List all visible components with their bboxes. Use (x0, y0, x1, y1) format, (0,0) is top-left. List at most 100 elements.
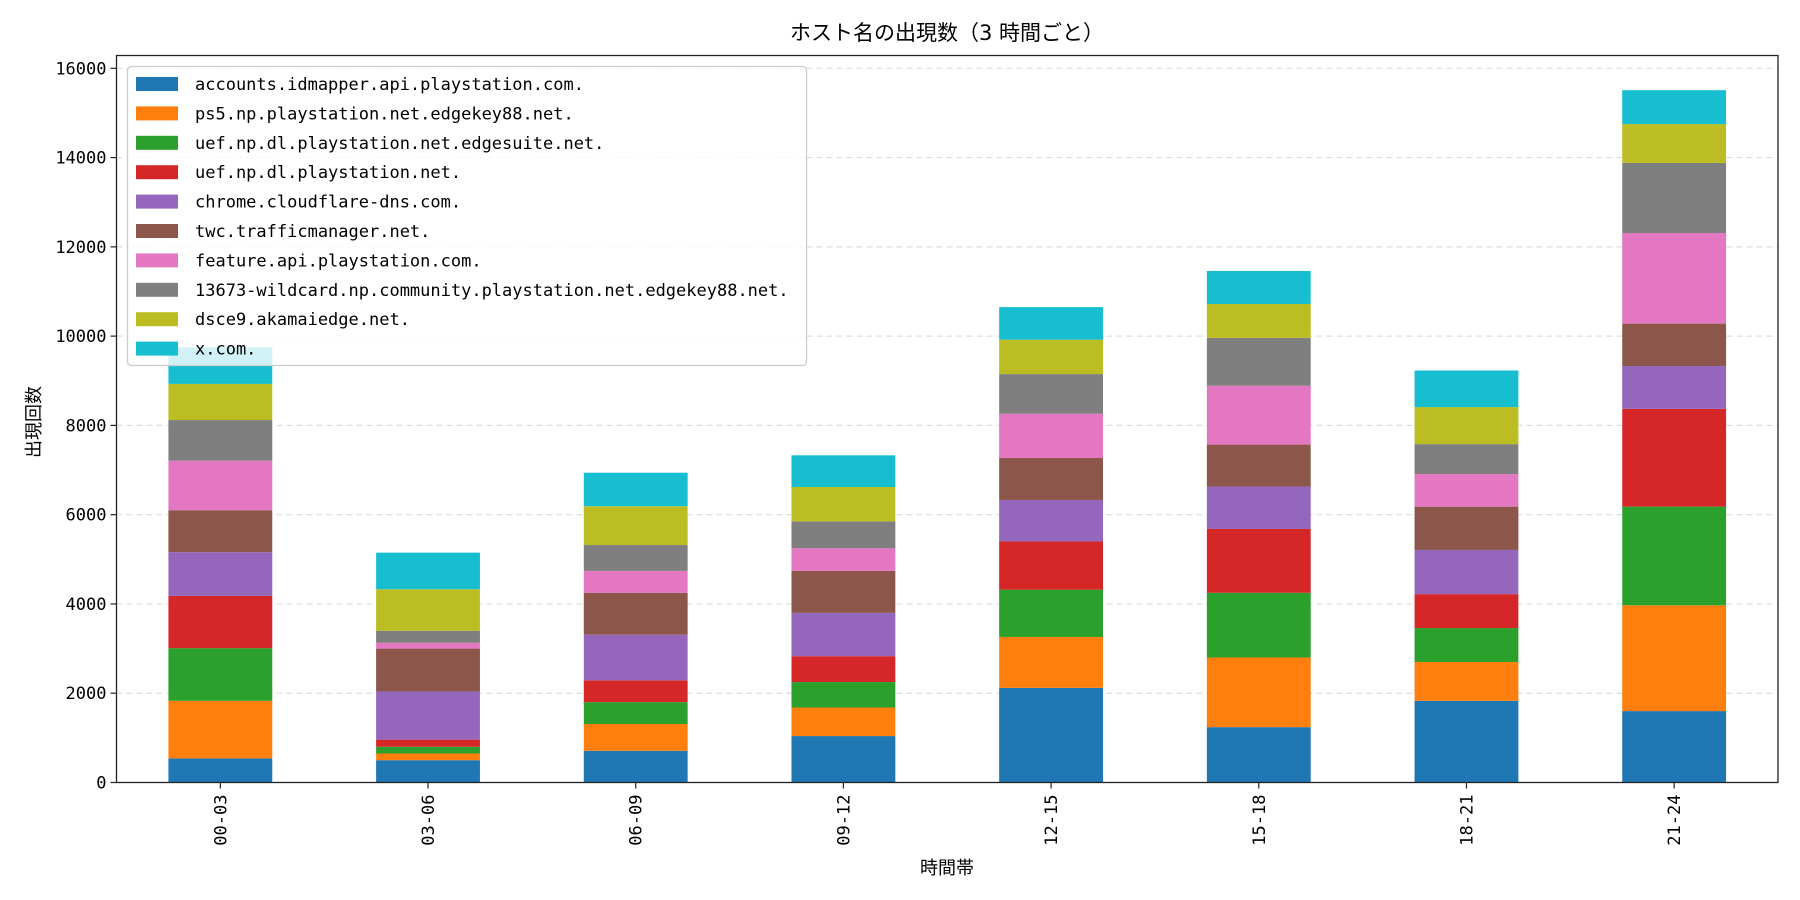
legend-swatch (136, 224, 178, 238)
bar-segment-03-06-9 (376, 589, 480, 631)
bar-segment-15-18-6 (1206, 444, 1311, 487)
y-tick-label: 14000 (55, 149, 106, 169)
bar-segment-06-09-1 (583, 750, 688, 783)
legend-swatch (136, 77, 178, 91)
bar-segment-18-21-4 (1414, 594, 1519, 629)
bar-segment-00-03-2 (168, 700, 273, 759)
bar-segment-00-03-1 (168, 758, 273, 783)
legend-item: chrome.cloudflare-dns.com. (136, 193, 461, 213)
legend-item: twc.trafficmanager.net. (136, 222, 430, 242)
bar-segment-03-06-8 (376, 630, 480, 643)
bar-segment-03-06-2 (376, 753, 480, 761)
bar-segment-09-12-4 (791, 656, 896, 683)
bar-segment-06-09-10 (583, 472, 688, 507)
legend-label: ps5.np.playstation.net.edgekey88.net. (195, 104, 574, 124)
bar-segment-12-15-2 (999, 636, 1104, 688)
bar-segment-00-03-8 (168, 420, 273, 461)
x-tick-label: 21-24 (1665, 795, 1685, 846)
bar-segment-12-15-9 (999, 339, 1104, 375)
bar-segment-06-09-8 (583, 545, 688, 571)
legend-swatch (136, 253, 178, 268)
bar-segment-06-09-2 (583, 724, 688, 751)
bar-segment-21-24-3 (1622, 506, 1727, 606)
bar-segment-09-12-10 (791, 455, 896, 487)
bar-segment-15-18-7 (1206, 385, 1311, 445)
bar-segment-00-03-9 (168, 383, 273, 421)
bar-segment-21-24-9 (1622, 124, 1727, 163)
bar-segment-21-24-7 (1622, 233, 1727, 324)
bars (168, 90, 1727, 783)
y-axis-label: 出現回数 (24, 386, 45, 458)
legend-swatch (136, 194, 178, 209)
bar-segment-12-15-1 (999, 687, 1104, 783)
bar-segment-00-03-6 (168, 510, 273, 553)
bar-segment-18-21-6 (1414, 506, 1519, 550)
bar-segment-12-15-3 (999, 589, 1104, 637)
bar-segment-09-12-1 (791, 736, 896, 783)
legend-item: uef.np.dl.playstation.net. (136, 163, 461, 183)
bar-segment-21-24-1 (1622, 711, 1727, 783)
bar-segment-00-03-7 (168, 460, 273, 511)
bar-segment-03-06-1 (376, 760, 480, 783)
bar-segment-15-18-9 (1206, 303, 1311, 338)
bar-segment-18-21-3 (1414, 628, 1519, 662)
bar-segment-09-12-7 (791, 548, 896, 571)
bar-segment-06-09-4 (583, 680, 688, 703)
bar-segment-09-12-9 (791, 486, 896, 522)
legend-label: uef.np.dl.playstation.net.edgesuite.net. (195, 134, 604, 154)
bar-segment-06-09-5 (583, 634, 688, 681)
legend-label: twc.trafficmanager.net. (195, 222, 430, 242)
chart-title: ホスト名の出現数（3 時間ごと） (790, 21, 1104, 45)
bar-segment-06-09-7 (583, 570, 688, 593)
legend-label: dsce9.akamaiedge.net. (195, 310, 410, 330)
bar-segment-21-24-6 (1622, 323, 1727, 367)
x-tick-label: 03-06 (419, 795, 439, 846)
x-axis: 00-03 03-06 06-09 09-12 12-15 15-18 18-21 21-24 (211, 782, 1685, 846)
bar-segment-03-06-3 (376, 746, 480, 754)
bar-segment-12-15-7 (999, 413, 1104, 458)
x-tick-label: 15-18 (1250, 795, 1270, 846)
bar-segment-12-15-6 (999, 457, 1104, 500)
bar-segment-18-21-9 (1414, 407, 1519, 445)
legend-label: accounts.idmapper.api.playstation.com. (195, 75, 584, 95)
legend-swatch (136, 312, 178, 327)
bar-segment-15-18-8 (1206, 337, 1311, 386)
bar-segment-18-21-5 (1414, 549, 1519, 595)
bar-segment-09-12-5 (791, 612, 896, 657)
legend-item: accounts.idmapper.api.playstation.com. (136, 75, 584, 95)
bar-segment-21-24-2 (1622, 605, 1727, 712)
y-tick-label: 0 (96, 774, 106, 794)
x-tick-label: 12-15 (1042, 795, 1062, 846)
bar-segment-12-15-10 (999, 307, 1104, 340)
x-tick-label: 00-03 (211, 795, 231, 846)
legend-label: chrome.cloudflare-dns.com. (195, 193, 461, 213)
bar-segment-12-15-5 (999, 499, 1104, 542)
bar-segment-18-21-1 (1414, 700, 1519, 783)
bar-segment-15-18-10 (1206, 270, 1311, 304)
legend: accounts.idmapper.api.playstation.com. ps… (126, 65, 808, 367)
y-tick-label: 6000 (66, 506, 107, 526)
bar-segment-12-15-4 (999, 541, 1104, 590)
legend-swatch (136, 135, 178, 150)
bar-segment-03-06-10 (376, 552, 480, 590)
legend-label: uef.np.dl.playstation.net. (195, 163, 461, 183)
bar-segment-18-21-10 (1414, 370, 1519, 408)
x-tick-label: 18-21 (1457, 795, 1477, 846)
legend-item: x.com. (136, 340, 256, 360)
bar-segment-00-03-3 (168, 648, 273, 701)
y-tick-label: 16000 (55, 59, 106, 79)
bar-segment-03-06-4 (376, 739, 480, 747)
y-tick-label: 8000 (66, 416, 107, 436)
bar-segment-06-09-9 (583, 506, 688, 546)
y-axis: 0 2000 4000 6000 8000 10000 12000 14000 16000 (55, 59, 117, 794)
bar-segment-09-12-8 (791, 521, 896, 549)
y-tick-label: 2000 (66, 684, 107, 704)
legend-item: dsce9.akamaiedge.net. (136, 310, 410, 330)
bar-segment-21-24-5 (1622, 366, 1727, 409)
legend-item: uef.np.dl.playstation.net.edgesuite.net. (136, 134, 604, 154)
bar-segment-09-12-2 (791, 707, 896, 737)
bar-segment-03-06-7 (376, 642, 480, 649)
bar-segment-09-12-3 (791, 682, 896, 708)
legend-swatch (136, 282, 178, 297)
